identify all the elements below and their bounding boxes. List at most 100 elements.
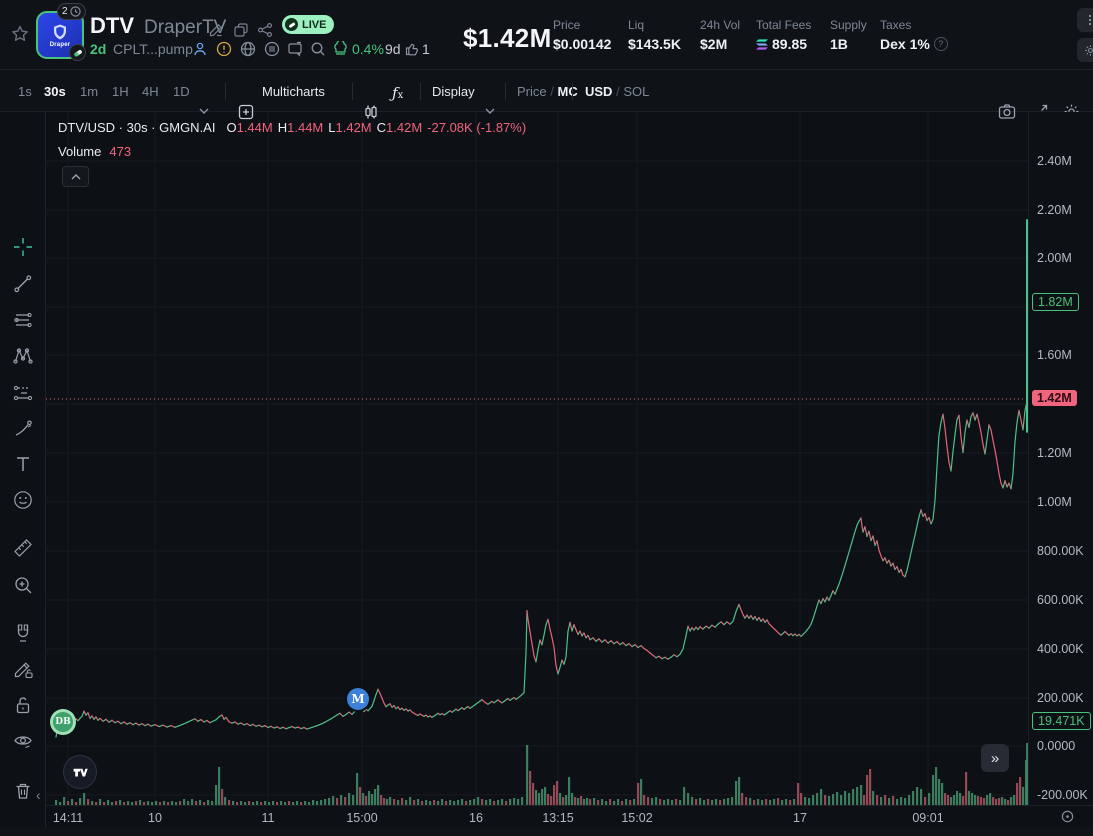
lock-all-icon[interactable] xyxy=(12,694,34,716)
stat-value: $0.00142 xyxy=(553,36,612,52)
search-token-icon[interactable] xyxy=(310,41,326,57)
low-value: 1.42M xyxy=(335,120,372,135)
scroll-to-latest-button[interactable]: » xyxy=(981,744,1009,772)
ruler-measure-icon[interactable] xyxy=(12,537,34,559)
price-mc-toggle[interactable]: Price / MC xyxy=(517,84,578,99)
stat-label: 24h Vol xyxy=(700,18,741,32)
timeframe-chevron-down-icon[interactable] xyxy=(198,107,210,115)
mc-option[interactable]: MC xyxy=(557,84,578,99)
candle-style-icon[interactable] xyxy=(363,104,379,120)
stat-total-fees: Total Fees 89.85 xyxy=(756,18,811,52)
details-list-icon[interactable] xyxy=(264,41,280,57)
price-axis-label: 2.00M xyxy=(1037,251,1072,265)
price-badge-1.82M: 1.82M xyxy=(1032,293,1079,311)
timeframe-1h[interactable]: 1H xyxy=(112,84,129,99)
display-chevron-down-icon[interactable] xyxy=(484,107,496,115)
live-label: LIVE xyxy=(302,18,327,31)
price-axis-label: 600.00K xyxy=(1037,593,1084,607)
time-axis-label: 17 xyxy=(793,811,807,825)
timeframe-1d[interactable]: 1D xyxy=(173,84,190,99)
time-axis-label: 16 xyxy=(469,811,483,825)
price-option[interactable]: Price xyxy=(517,84,547,99)
xabcd-pattern-icon[interactable] xyxy=(12,345,34,367)
scroll-left-hint-icon[interactable]: ‹ xyxy=(36,787,41,803)
trend-line-icon[interactable] xyxy=(12,273,34,295)
token-address[interactable]: CPLT...pump xyxy=(113,41,193,57)
emoji-icon[interactable] xyxy=(12,489,34,511)
copy-icon[interactable] xyxy=(233,22,249,38)
tradingview-logo[interactable] xyxy=(63,755,97,789)
open-value: 1.44M xyxy=(236,120,273,135)
clock-icon xyxy=(69,6,81,17)
volume-label: Volume xyxy=(58,144,102,159)
zoom-in-icon[interactable] xyxy=(12,574,34,596)
sol-icon xyxy=(756,38,768,50)
stat-24h-vol: 24h Vol $2M xyxy=(700,18,740,52)
alert-icon[interactable] xyxy=(216,41,232,57)
sol-option[interactable]: SOL xyxy=(623,84,650,99)
stat-label: Price xyxy=(553,18,581,32)
token-name: DraperTV xyxy=(144,17,227,38)
avatar-caption: Draper xyxy=(49,41,71,48)
stat-supply: Supply 1B xyxy=(830,18,867,52)
bottom-scrollbar[interactable] xyxy=(0,828,1093,836)
usd-sol-toggle[interactable]: USD / SOL xyxy=(585,84,650,99)
token-badge-count[interactable]: 2 xyxy=(57,3,86,20)
favorite-star-icon[interactable] xyxy=(10,24,30,44)
price-axis[interactable]: 2.40M 2.20M 2.00M 1.60M 1.20M 1.00M 800.00K 600… xyxy=(1028,112,1093,805)
dev-person-icon[interactable] xyxy=(192,41,208,57)
time-axis-label: 10 xyxy=(148,811,162,825)
market-cap-value: $1.42M xyxy=(463,23,552,53)
change-value: -27.08K (-1.87%) xyxy=(427,120,527,135)
price-axis-label: 200.00K xyxy=(1037,691,1084,705)
draw-unlock-icon[interactable] xyxy=(12,658,34,680)
chart-canvas[interactable] xyxy=(46,112,1028,828)
text-tool-icon[interactable] xyxy=(12,453,34,475)
price-axis-label: -200.00K xyxy=(1037,788,1088,802)
stat-label: Supply xyxy=(830,18,867,32)
timeframe-4h[interactable]: 4H xyxy=(142,84,159,99)
double-chevron-right-icon: » xyxy=(990,749,1000,767)
stat-value: 89.85 xyxy=(772,36,808,52)
hide-drawings-eye-icon[interactable] xyxy=(12,730,34,752)
usd-option[interactable]: USD xyxy=(585,84,613,99)
crosshair-icon[interactable] xyxy=(12,236,34,258)
timeframe-1s[interactable]: 1s xyxy=(18,84,32,99)
magnet-icon[interactable] xyxy=(12,622,34,644)
stat-price: Price $0.00142 xyxy=(553,18,611,52)
price-badge-19.471K: 19.471K xyxy=(1032,712,1091,730)
time-axis[interactable]: 14:11 10 11 15:00 16 13:15 15:02 17 09:01 xyxy=(46,805,1093,828)
high-value: 1.44M xyxy=(287,120,324,135)
fib-retracement-icon[interactable] xyxy=(12,309,34,331)
drawing-toolbar xyxy=(0,112,46,828)
remove-all-trash-icon[interactable] xyxy=(12,780,34,802)
price-axis-label: 1.00M xyxy=(1037,495,1072,509)
stat-label: Taxes xyxy=(880,18,912,32)
screenshot-camera-icon[interactable] xyxy=(998,103,1016,120)
like-icon[interactable] xyxy=(404,41,420,57)
edit-pencil-icon[interactable] xyxy=(208,22,224,38)
volume-value: 473 xyxy=(109,144,132,159)
chart-toolbar: 1s 30s 1m 1H 4H 1D Multicharts ƒx Displa… xyxy=(0,70,1093,120)
share-icon[interactable] xyxy=(257,22,273,38)
live-badge: LIVE xyxy=(282,15,335,34)
header-collapsed-button-bottom[interactable] xyxy=(1077,38,1093,62)
website-globe-icon[interactable] xyxy=(240,41,256,57)
multicharts-button[interactable]: Multicharts xyxy=(262,84,325,99)
comment-icon[interactable] xyxy=(287,41,303,57)
dev-chef-hat-icon[interactable] xyxy=(332,41,349,58)
badge-count-label: 2 xyxy=(62,6,68,17)
help-icon[interactable]: ? xyxy=(933,37,948,51)
timeframe-30s[interactable]: 30s xyxy=(44,84,66,99)
stat-taxes: Taxes Dex 1% ? xyxy=(880,18,948,52)
display-dropdown[interactable]: Display xyxy=(432,84,475,99)
legend-collapse-button[interactable] xyxy=(62,166,89,187)
time-axis-settings-icon[interactable] xyxy=(1060,809,1075,824)
header-collapsed-button-top[interactable] xyxy=(1077,8,1093,32)
indicators-fx-icon[interactable]: ƒx xyxy=(392,84,404,102)
add-chart-icon[interactable] xyxy=(238,104,254,120)
brush-icon[interactable] xyxy=(12,418,34,440)
long-short-position-icon[interactable] xyxy=(12,382,34,404)
dev-age: 9d xyxy=(385,41,401,57)
timeframe-1m[interactable]: 1m xyxy=(80,84,99,99)
